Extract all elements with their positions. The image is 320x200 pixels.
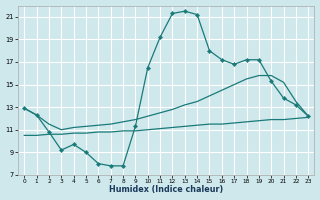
X-axis label: Humidex (Indice chaleur): Humidex (Indice chaleur) bbox=[109, 185, 223, 194]
